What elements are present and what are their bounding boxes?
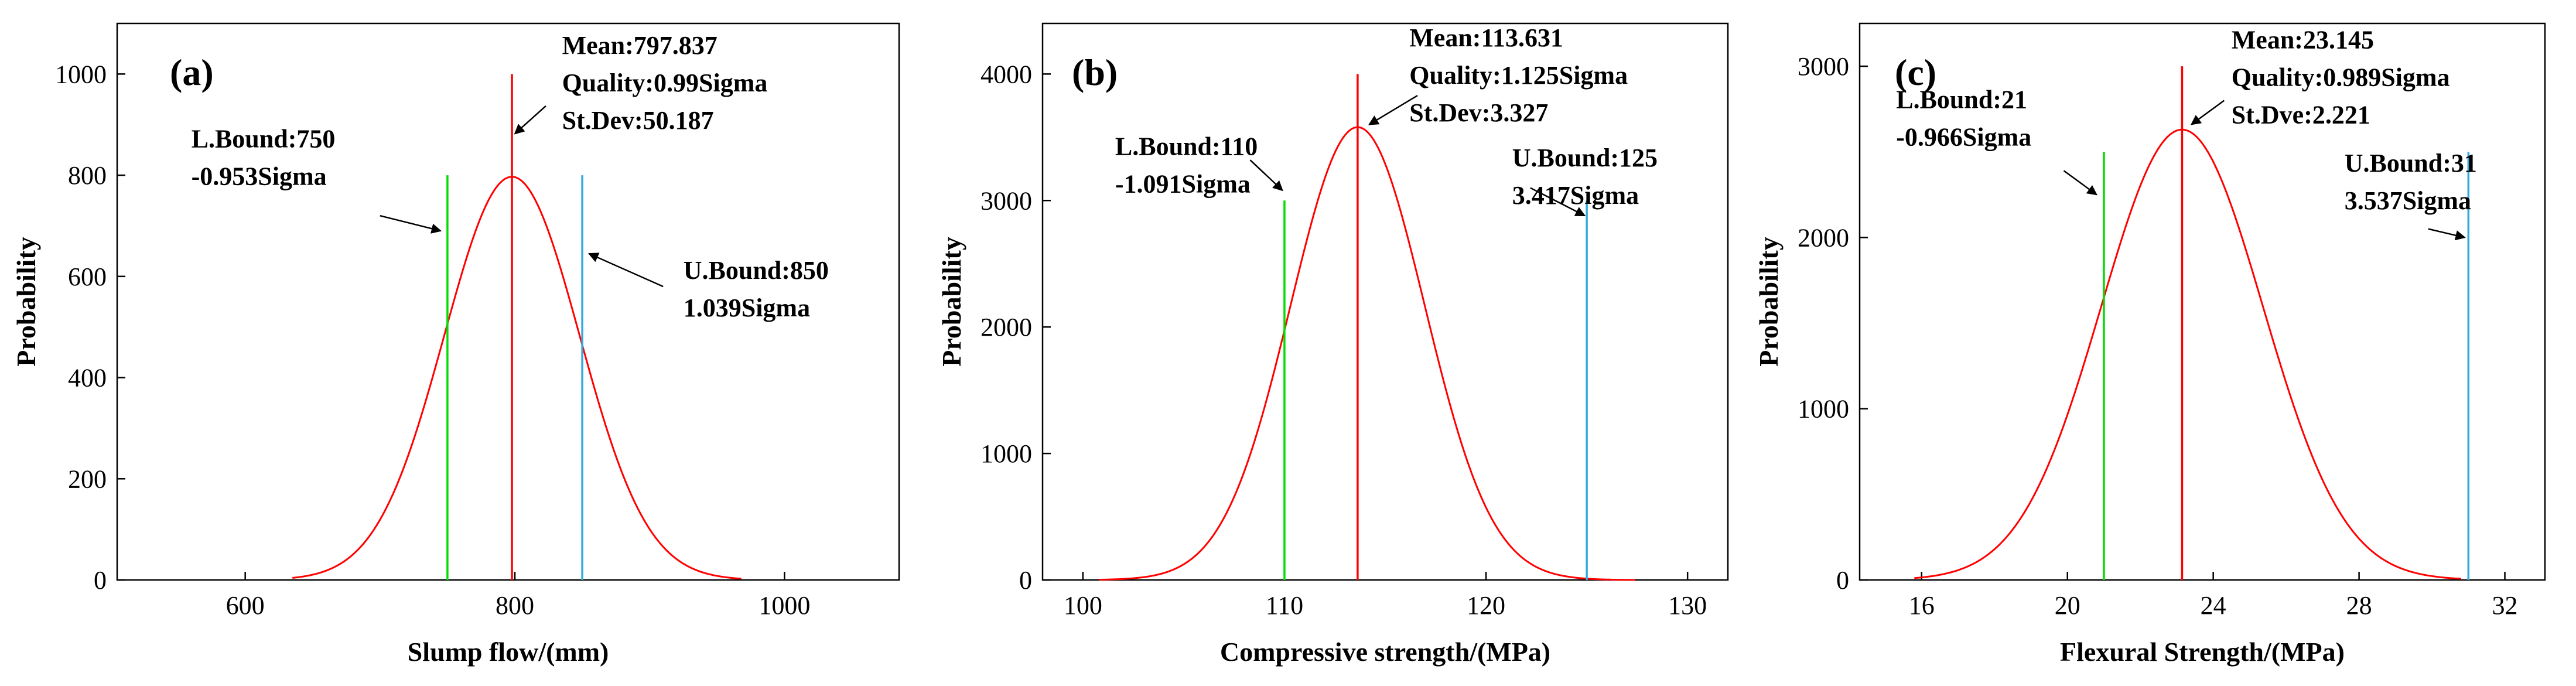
upper-bound-label-line-2: 3.417Sigma [1512, 181, 1639, 210]
y-tick-label: 200 [68, 465, 107, 493]
mean-label-line-3: St.Dve:2.221 [2232, 100, 2370, 129]
y-tick-label: 1000 [1798, 395, 1849, 424]
lower-bound-label-line-1: L.Bound:110 [1115, 132, 1258, 161]
upper-bound-label-line-1: U.Bound:125 [1512, 144, 1658, 172]
y-axis-label: Probability [1754, 237, 1784, 367]
mean-label-line-3: St.Dev:3.327 [1409, 98, 1548, 127]
lower-bound-label-line-2: -1.091Sigma [1115, 170, 1251, 199]
x-tick-label: 24 [2201, 591, 2226, 620]
lower-bound-label-line-2: -0.966Sigma [1896, 123, 2031, 152]
normal-distribution-curve [1914, 128, 2461, 580]
panel-label: (c) [1895, 52, 1936, 93]
upper-bound-label-arrow [1530, 187, 1586, 217]
lower-bound-label-line-1: L.Bound:750 [192, 125, 336, 153]
x-tick-label: 800 [496, 591, 534, 620]
y-tick-label: 2000 [980, 313, 1032, 342]
x-tick-label: 120 [1467, 591, 1505, 620]
upper-bound-label-line-1: U.Bound:850 [684, 256, 829, 285]
upper-bound-label-arrow [588, 252, 664, 288]
lower-bound-label: L.Bound:110 -1.091Sigma [1115, 132, 1258, 199]
lower-bound-label: L.Bound:21 -0.966Sigma [1896, 86, 2031, 152]
lower-bound-label-arrow [380, 214, 442, 234]
panel-2: 100 110 120 130 0 1000 2000 3000 4000 Compressive… [937, 22, 1729, 667]
panel-1: 600 800 1000 0 200 400 600 800 1000 Slump flow/(m… [11, 22, 900, 667]
y-tick-label: 0 [1836, 566, 1849, 595]
lower-bound-label-arrow [2063, 170, 2097, 196]
mean-label-arrow [1368, 94, 1418, 125]
plot-frame [1041, 22, 1729, 581]
y-tick-label: 400 [68, 364, 107, 393]
upper-bound-label-arrow [2428, 228, 2466, 241]
x-tick-label: 100 [1064, 591, 1102, 620]
mean-label-line-3: St.Dev:50.187 [562, 106, 714, 135]
upper-bound-label: U.Bound:850 1.039Sigma [684, 256, 829, 322]
y-axis-label: Probability [937, 237, 966, 367]
mean-label-line-1: Mean:113.631 [1409, 23, 1563, 52]
y-tick-label: 600 [68, 262, 107, 291]
y-tick-label: 2000 [1798, 223, 1849, 252]
y-axis-label: Probability [11, 237, 41, 367]
normal-distribution-curve [1099, 126, 1635, 581]
x-tick-label: 20 [2055, 591, 2080, 620]
x-axis-label: Compressive strength/(MPa) [1220, 637, 1550, 667]
y-tick-label: 800 [68, 161, 107, 190]
y-tick-label: 3000 [1798, 52, 1849, 81]
y-tick-label: 4000 [980, 60, 1032, 88]
y-tick-label: 0 [94, 566, 107, 595]
lower-bound-label-line-1: L.Bound:21 [1896, 86, 2027, 114]
y-tick-label: 0 [1019, 566, 1032, 595]
mean-label-arrow [514, 105, 546, 135]
upper-bound-label: U.Bound:31 3.537Sigma [2345, 149, 2477, 215]
upper-bound-label-line-2: 1.039Sigma [684, 293, 810, 322]
x-tick-label: 1000 [759, 591, 810, 620]
plot-frame [1858, 22, 2546, 581]
plot-frame [116, 22, 900, 581]
mean-label-line-1: Mean:797.837 [562, 31, 718, 60]
lower-bound-label-line-2: -0.953Sigma [192, 162, 327, 191]
mean-label: Mean:23.145 Quality:0.989Sigma St.Dve:2.22… [2232, 25, 2450, 129]
mean-label-line-1: Mean:23.145 [2232, 25, 2374, 54]
x-tick-label: 28 [2346, 591, 2372, 620]
panel-label: (a) [170, 52, 214, 93]
mean-label: Mean:113.631 Quality:1.125Sigma St.Dev:3.3… [1409, 23, 1628, 127]
mean-label-arrow [2190, 100, 2225, 125]
x-tick-label: 600 [226, 591, 265, 620]
x-tick-label: 130 [1668, 591, 1707, 620]
x-axis-label: Slump flow/(mm) [408, 637, 609, 667]
upper-bound-label-line-1: U.Bound:31 [2345, 149, 2477, 178]
y-tick-label: 3000 [980, 186, 1032, 215]
panel-label: (b) [1072, 52, 1118, 93]
y-tick-label: 1000 [980, 439, 1032, 468]
lower-bound-label: L.Bound:750 -0.953Sigma [192, 125, 336, 191]
upper-bound-label: U.Bound:125 3.417Sigma [1512, 144, 1658, 210]
x-tick-label: 32 [2492, 591, 2518, 620]
mean-label-line-2: Quality:0.989Sigma [2232, 63, 2450, 91]
x-tick-label: 110 [1266, 591, 1303, 620]
lower-bound-label-arrow [1249, 159, 1283, 192]
y-tick-label: 1000 [55, 60, 107, 88]
normal-distribution-curve [292, 176, 742, 580]
upper-bound-label-line-2: 3.537Sigma [2345, 186, 2471, 215]
mean-label-line-2: Quality:0.99Sigma [562, 69, 768, 97]
mean-label: Mean:797.837 Quality:0.99Sigma St.Dev:50.1… [562, 31, 768, 135]
mean-label-line-2: Quality:1.125Sigma [1409, 61, 1628, 90]
x-axis-label: Flexural Strength/(MPa) [2060, 637, 2345, 667]
panel-3: 16 20 24 28 32 0 1000 2000 3000 Flexural Strength… [1754, 22, 2546, 667]
x-tick-label: 16 [1909, 591, 1935, 620]
